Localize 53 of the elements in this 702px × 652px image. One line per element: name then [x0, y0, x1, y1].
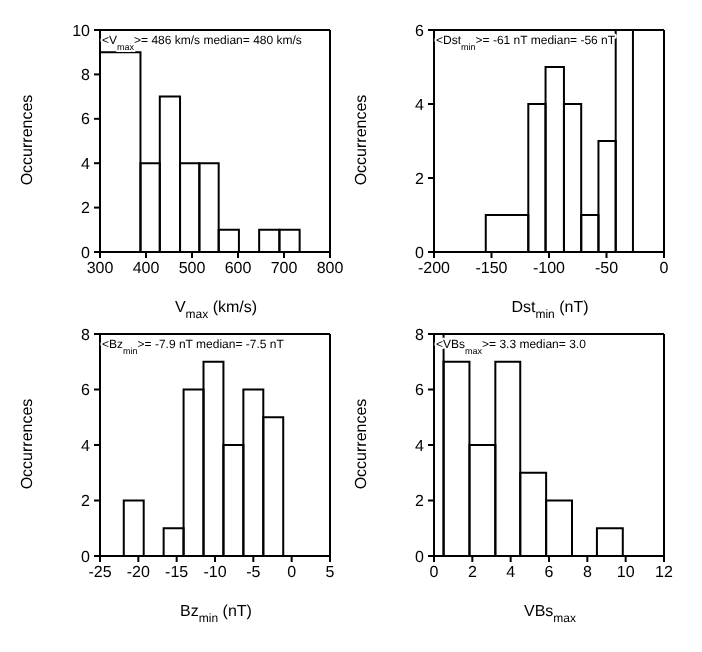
x-tick-label: 0 [429, 563, 440, 582]
x-tick-label: 500 [178, 259, 207, 278]
x-axis-title: Bz$_{min}$ (nT) [180, 602, 253, 626]
x-tick-label: -200 [417, 259, 452, 278]
x-tick-label: -25 [88, 563, 113, 582]
x-tick-label: 4 [506, 563, 517, 582]
y-tick-label: 0 [415, 547, 426, 566]
y-tick-label: 2 [81, 199, 92, 218]
x-tick-label: -5 [246, 563, 262, 582]
y-tick-label: 10 [72, 21, 92, 40]
x-axis-title: Dst$_{min}$ (nT) [511, 298, 590, 322]
x-tick-label: 10 [616, 563, 636, 582]
x-tick-label: 8 [582, 563, 593, 582]
y-tick-label: 8 [415, 325, 426, 344]
y-tick-label: 6 [81, 381, 92, 400]
y-axis-title: Occurrences [18, 94, 36, 186]
y-tick-label: 4 [415, 95, 426, 114]
x-tick-label: 0 [659, 259, 670, 278]
x-tick-label: -20 [126, 563, 151, 582]
y-tick-label: 8 [81, 66, 92, 85]
x-tick-label: -10 [203, 563, 228, 582]
y-tick-label: 0 [81, 243, 92, 262]
x-tick-label: 300 [86, 259, 115, 278]
y-tick-label: 4 [81, 154, 92, 173]
x-tick-label: 2 [467, 563, 478, 582]
y-tick-label: 0 [81, 547, 92, 566]
x-tick-label: 0 [287, 563, 298, 582]
y-tick-label: 6 [81, 110, 92, 129]
x-tick-label: 12 [655, 563, 674, 582]
y-axis-title: Occurrences [18, 398, 36, 490]
x-tick-label: 400 [132, 259, 161, 278]
y-tick-label: 2 [415, 492, 426, 511]
y-tick-label: 4 [415, 436, 426, 455]
x-axis-title: VBs$_{max}$ [523, 602, 577, 626]
y-tick-label: 0 [415, 243, 426, 262]
y-axis-title: Occurrences [352, 398, 370, 490]
x-tick-label: -15 [165, 563, 190, 582]
x-tick-label: 5 [325, 563, 336, 582]
x-axis-title: V$_{max}$ (km/s) [174, 298, 258, 322]
y-axis-title: Occurrences [352, 94, 370, 186]
y-tick-label: 2 [81, 492, 92, 511]
x-tick-label: 6 [544, 563, 555, 582]
y-tick-label: 4 [81, 436, 92, 455]
y-tick-label: 8 [81, 325, 92, 344]
y-tick-label: 6 [415, 381, 426, 400]
x-tick-label: -50 [594, 259, 620, 278]
x-tick-label: 600 [224, 259, 253, 278]
y-tick-label: 6 [415, 21, 426, 40]
x-tick-label: -150 [475, 259, 509, 278]
x-tick-label: 700 [270, 259, 299, 278]
x-tick-label: -100 [532, 259, 567, 278]
x-tick-label: 800 [316, 259, 345, 278]
y-tick-label: 2 [415, 169, 426, 188]
